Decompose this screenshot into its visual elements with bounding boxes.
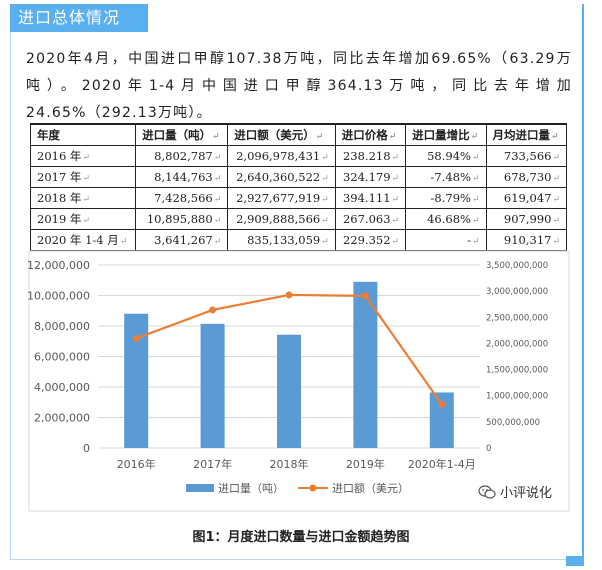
point-import-amount: [285, 291, 293, 299]
table-row: 2019 年↵ 10,895,880↵ 2,909,888,566↵ 267.063↵…: [29, 208, 568, 230]
value-cell: 7,428,566↵: [135, 187, 229, 209]
value-cell: 229.352↵: [334, 229, 407, 251]
header-cell: 年度: [29, 123, 137, 146]
header-cell: 进口额（美元）↵: [227, 123, 336, 146]
bar-import-volume: [277, 334, 301, 448]
import-trend-chart: 0 2,000,000 4,000,000 6,000,000 8,000,000 10,…: [28, 250, 570, 512]
y-left-tick-label: 12,000,000: [28, 259, 90, 272]
import-data-table: 年度 进口量（吨）↵ 进口额（美元）↵ 进口价格↵ 进口量增比↵ 月均进口量↵ …: [29, 123, 568, 251]
x-tick-label: 2017年: [193, 457, 232, 471]
x-tick-label: 2020年1-4月: [408, 457, 476, 471]
header-cell: 进口量（吨）↵: [135, 123, 229, 146]
y-left-tick-label: 2,000,000: [34, 412, 90, 425]
y-right-tick-label: 2,000,000,000: [486, 339, 548, 349]
caption-text: 图1：月度进口数量与进口金额趋势图: [192, 530, 410, 545]
year-cell: 2019 年↵: [29, 208, 137, 230]
content-frame: [10, 4, 584, 560]
y-left-tick-label: 0: [83, 442, 90, 455]
watermark-text: 小评说化: [500, 486, 553, 501]
y-right-tick-label: 0: [486, 444, 491, 454]
section-header: 进口总体情况: [10, 4, 148, 32]
value-cell: 324.179↵: [334, 166, 407, 188]
value-cell: 238.218↵: [334, 145, 407, 167]
watermark: 小评说化: [478, 482, 552, 501]
table-row: 2017 年↵ 8,144,763↵ 2,640,360,522↵ 324.179↵ -…: [29, 166, 568, 188]
header-cell: 进口价格↵: [334, 123, 407, 146]
y-left-tick-label: 4,000,000: [34, 381, 90, 394]
bar-import-volume: [429, 392, 454, 448]
value-cell: -7.48%↵: [405, 166, 487, 188]
value-cell: 619,047↵: [485, 187, 568, 209]
value-cell: 2,096,978,431↵: [227, 145, 336, 167]
year-cell: 2020 年 1-4 月↵: [29, 229, 137, 251]
y-left-tick-label: 8,000,000: [34, 320, 90, 333]
value-cell: 8,144,763↵: [135, 166, 229, 188]
table-row: 2016 年↵ 8,802,787↵ 2,096,978,431↵ 238.218↵ 5…: [29, 145, 568, 167]
point-import-amount: [438, 400, 446, 408]
table-header-row: 年度 进口量（吨）↵ 进口额（美元）↵ 进口价格↵ 进口量增比↵ 月均进口量↵: [29, 123, 568, 146]
year-cell: 2018 年↵: [29, 187, 137, 209]
x-tick-label: 2016年: [117, 457, 156, 471]
value-cell: 2,640,360,522↵: [227, 166, 336, 188]
bar-import-volume: [124, 313, 149, 448]
bar-import-volume: [353, 281, 378, 448]
frame-corner-decoration: [566, 556, 584, 566]
y-right-tick-label: 3,500,000,000: [486, 261, 548, 271]
y-right-tick-label: 1,500,000,000: [486, 366, 548, 376]
wechat-icon: [478, 485, 496, 499]
table-row: 2018 年↵ 7,428,566↵ 2,927,677,919↵ 394.111↵ -…: [29, 187, 568, 209]
value-cell: 835,133,059↵: [227, 229, 336, 251]
point-import-amount: [361, 292, 369, 300]
value-cell: 58.94%↵: [405, 145, 487, 167]
section-title: 进口总体情况: [18, 8, 121, 27]
value-cell: 267.063↵: [334, 208, 407, 230]
value-cell: 910,317↵: [485, 229, 568, 251]
chart-svg: 0 2,000,000 4,000,000 6,000,000 8,000,000 10,…: [28, 250, 570, 512]
value-cell: -8.79%↵: [405, 187, 487, 209]
value-cell: 10,895,880↵: [135, 208, 229, 230]
header-cell: 进口量增比↵: [405, 123, 487, 146]
y-left-tick-label: 10,000,000: [28, 290, 90, 303]
y-right-tick-label: 500,000,000: [486, 418, 540, 428]
value-cell: 2,927,677,919↵: [227, 187, 336, 209]
table-row: 2020 年 1-4 月↵ 3,641,267↵ 835,133,059↵ 229.3…: [29, 229, 568, 251]
value-cell: 46.68%↵: [405, 208, 487, 230]
legend-label-volume: 进口量（吨）: [218, 482, 284, 495]
intro-text: 2020年4月，中国进口甲醇107.38万吨，同比去年增加69.65%（63.2…: [26, 51, 572, 121]
value-cell: -↵: [405, 229, 487, 251]
value-cell: 678,730↵: [485, 166, 568, 188]
value-cell: 733,566↵: [485, 145, 568, 167]
value-cell: 3,641,267↵: [135, 229, 229, 251]
bar-import-volume: [200, 323, 225, 448]
x-tick-label: 2019年: [346, 457, 385, 471]
year-cell: 2017 年↵: [29, 166, 137, 188]
y-left-tick-label: 6,000,000: [34, 351, 90, 364]
legend-label-amount: 进口额（美元）: [332, 482, 409, 495]
point-import-amount: [132, 334, 140, 342]
value-cell: 2,909,888,566↵: [227, 208, 336, 230]
y-right-tick-label: 3,000,000,000: [486, 287, 548, 297]
figure-caption: 图1：月度进口数量与进口金额趋势图: [0, 526, 602, 545]
value-cell: 907,990↵: [485, 208, 568, 230]
value-cell: 8,802,787↵: [135, 145, 229, 167]
legend-swatch-amount-point: [309, 484, 317, 492]
intro-paragraph: 2020年4月，中国进口甲醇107.38万吨，同比去年增加69.65%（63.2…: [26, 46, 572, 127]
y-right-tick-label: 1,000,000,000: [486, 392, 548, 402]
legend-swatch-volume: [186, 484, 214, 492]
value-cell: 394.111↵: [334, 187, 407, 209]
year-cell: 2016 年↵: [29, 145, 137, 167]
x-tick-label: 2018年: [270, 457, 309, 471]
header-cell: 月均进口量↵: [485, 123, 568, 146]
point-import-amount: [209, 306, 217, 314]
y-right-tick-label: 2,500,000,000: [486, 313, 548, 323]
